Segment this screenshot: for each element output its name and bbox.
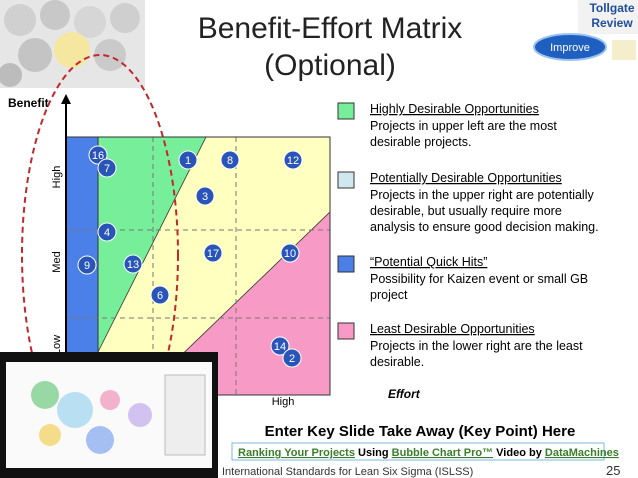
point-label: 10 bbox=[284, 248, 296, 260]
point bbox=[283, 150, 303, 170]
point-label: 4 bbox=[104, 227, 110, 239]
legend-text: desirable, but usually require more bbox=[370, 204, 562, 218]
point bbox=[150, 285, 170, 305]
point bbox=[88, 145, 108, 165]
point-label: 13 bbox=[127, 259, 139, 271]
point bbox=[178, 150, 198, 170]
link[interactable]: DataMachines bbox=[545, 447, 619, 459]
badge-text: Tollgate bbox=[589, 1, 634, 15]
point-label: 7 bbox=[104, 163, 110, 175]
link[interactable]: Ranking Your Projects bbox=[238, 447, 355, 459]
point-label: 9 bbox=[84, 260, 90, 272]
badge-bg bbox=[578, 0, 638, 34]
takeaway: Enter Key Slide Take Away (Key Point) He… bbox=[265, 423, 576, 440]
point bbox=[270, 336, 290, 356]
bulbs-image bbox=[0, 0, 145, 88]
footer: International Standards for Lean Six Sig… bbox=[222, 466, 473, 478]
legend-text: desirable. bbox=[370, 355, 424, 369]
link-line: Ranking Your Projects Using Bubble Chart… bbox=[238, 447, 619, 459]
point-label: 1 bbox=[185, 155, 191, 167]
y-level: Low bbox=[51, 335, 63, 355]
title: Benefit-Effort Matrix bbox=[198, 12, 463, 45]
point-label: 14 bbox=[274, 341, 286, 353]
legend-text: project bbox=[370, 288, 408, 302]
point bbox=[97, 158, 117, 178]
y-level: Med bbox=[51, 251, 63, 272]
title: (Optional) bbox=[264, 49, 396, 82]
legend-title: “Potential Quick Hits” bbox=[370, 255, 487, 269]
y-axis-label: Benefit bbox=[8, 96, 49, 110]
point bbox=[280, 243, 300, 263]
point-label: 6 bbox=[157, 290, 163, 302]
y-level: High bbox=[51, 166, 63, 189]
legend-swatch bbox=[337, 171, 355, 189]
point bbox=[220, 150, 240, 170]
legend-text: Projects in the lower right are the leas… bbox=[370, 339, 583, 353]
point-label: 17 bbox=[207, 248, 219, 260]
badge-icon bbox=[612, 40, 636, 60]
point bbox=[282, 348, 302, 368]
button-label[interactable]: Improve bbox=[550, 42, 590, 54]
point bbox=[123, 254, 143, 274]
legend-text: Projects in the upper right are potentia… bbox=[370, 188, 594, 202]
legend-title: Potentially Desirable Opportunities bbox=[370, 171, 562, 185]
point-label: 16 bbox=[92, 150, 104, 162]
legend-text: desirable projects. bbox=[370, 135, 471, 149]
point bbox=[203, 243, 223, 263]
link-text: Video by bbox=[496, 447, 543, 459]
page-number: 25 bbox=[606, 463, 620, 478]
legend-text: Projects in upper left are the most bbox=[370, 119, 557, 133]
legend-text: Possibility for Kaizen event or small GB bbox=[370, 272, 588, 286]
legend-title: Least Desirable Opportunities bbox=[370, 322, 535, 336]
video-thumbnail[interactable] bbox=[0, 352, 218, 478]
legend-text: analysis to ensure good decision making. bbox=[370, 220, 599, 234]
x-level: High bbox=[272, 396, 295, 408]
link-box bbox=[231, 442, 605, 461]
link[interactable]: Bubble Chart Pro™ bbox=[392, 447, 493, 459]
point-label: 12 bbox=[287, 155, 299, 167]
point bbox=[77, 255, 97, 275]
highlight-ellipse bbox=[21, 54, 179, 456]
point-label: 8 bbox=[227, 155, 233, 167]
point bbox=[97, 222, 117, 242]
point bbox=[195, 186, 215, 206]
badge-text: Review bbox=[591, 16, 633, 30]
legend-swatch bbox=[337, 102, 355, 120]
improve-button[interactable] bbox=[533, 33, 607, 61]
legend-title: Highly Desirable Opportunities bbox=[370, 102, 539, 116]
point-label: 3 bbox=[202, 191, 208, 203]
legend-swatch bbox=[337, 255, 355, 273]
point-label: 2 bbox=[289, 353, 295, 365]
legend-swatch bbox=[337, 322, 355, 340]
link-text: Using bbox=[358, 447, 389, 459]
x-axis-label: Effort bbox=[388, 387, 421, 401]
